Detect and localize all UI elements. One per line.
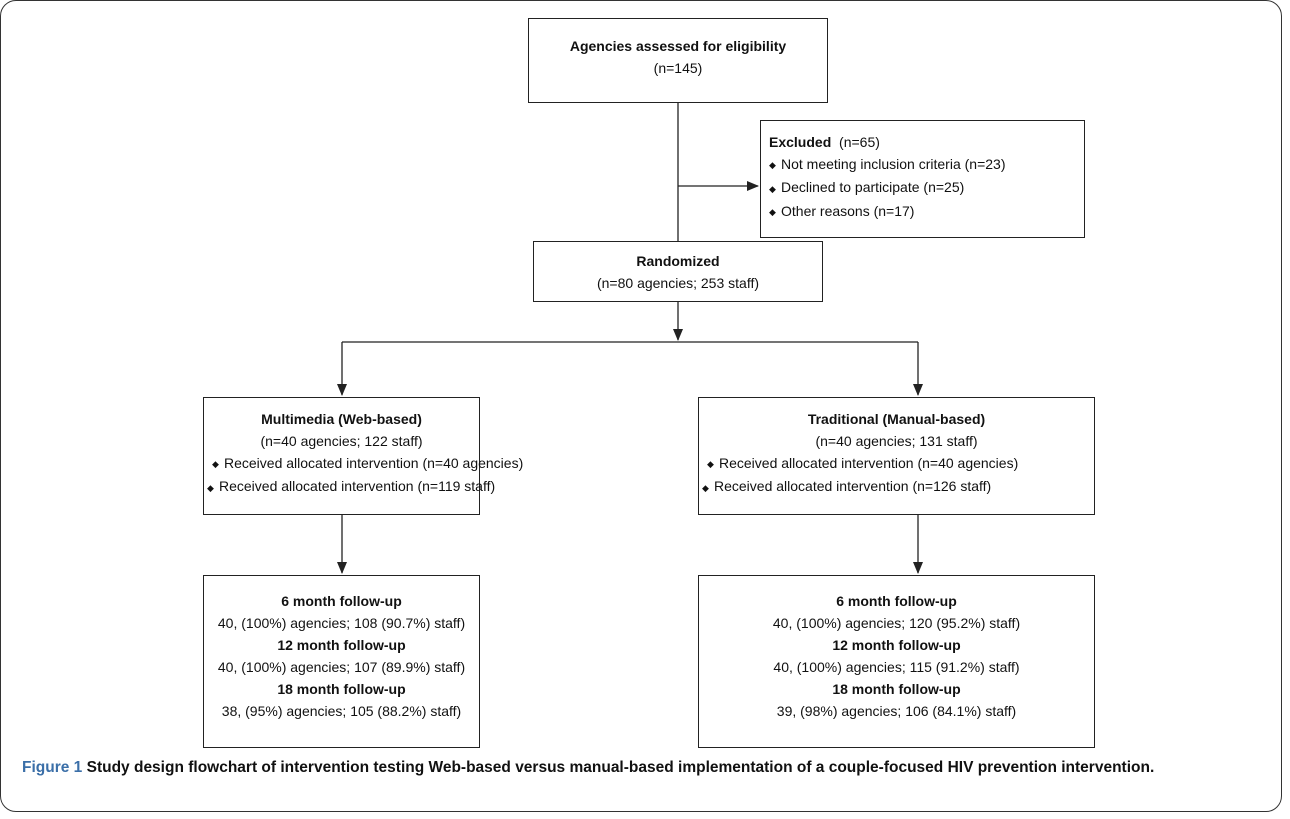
followup-label: 6 month follow-up — [281, 593, 402, 609]
arm-item: ◆ Received allocated intervention (n=126 … — [699, 475, 1094, 498]
caption-text: Study design flowchart of intervention t… — [86, 759, 1155, 776]
followup-label: 12 month follow-up — [277, 637, 406, 653]
arm-title: Traditional (Manual-based) — [807, 411, 986, 427]
randomized-title: Randomized — [636, 253, 720, 269]
caption-label: Figure 1 — [22, 759, 83, 776]
excluded-item: ◆ Not meeting inclusion criteria (n=23) — [769, 153, 1084, 176]
arm-title: Multimedia (Web-based) — [261, 411, 422, 427]
followup-value: 39, (98%) agencies; 106 (84.1%) staff) — [776, 703, 1017, 719]
followup-label: 6 month follow-up — [836, 593, 957, 609]
arm-count: (n=40 agencies; 131 staff) — [815, 433, 978, 449]
arm-item: ◆ Received allocated intervention (n=40 a… — [699, 452, 1094, 475]
bullet-icon: ◆ — [212, 459, 219, 470]
eligibility-title: Agencies assessed for eligibility — [569, 38, 787, 54]
excluded-count: (n=65) — [839, 134, 880, 150]
eligibility-count: (n=145) — [653, 60, 703, 76]
followup-label: 18 month follow-up — [277, 681, 406, 697]
bullet-icon: ◆ — [769, 206, 776, 217]
followup-label: 12 month follow-up — [832, 637, 961, 653]
randomized-count: (n=80 agencies; 253 staff) — [596, 275, 760, 291]
arm-item: ◆ Received allocated intervention (n=40 a… — [204, 452, 523, 475]
excluded-item: ◆ Other reasons (n=17) — [769, 200, 1084, 223]
followup-value: 40, (100%) agencies; 115 (91.2%) staff) — [773, 659, 1020, 675]
bullet-icon: ◆ — [769, 160, 776, 171]
excluded-title: Excluded — [769, 134, 832, 150]
followup-box-manual: 6 month follow-up 40, (100%) agencies; 1… — [698, 575, 1095, 748]
arm-count: (n=40 agencies; 122 staff) — [260, 433, 423, 449]
followup-value: 40, (100%) agencies; 108 (90.7%) staff) — [217, 615, 466, 631]
excluded-box: Excluded (n=65) ◆ Not meeting inclusion c… — [760, 120, 1085, 238]
randomized-box: Randomized (n=80 agencies; 253 staff) — [533, 241, 823, 302]
arm-item: ◆ Received allocated intervention (n=119 … — [204, 475, 495, 498]
eligibility-box: Agencies assessed for eligibility (n=145… — [528, 18, 828, 103]
followup-label: 18 month follow-up — [832, 681, 961, 697]
followup-value: 38, (95%) agencies; 105 (88.2%) staff) — [221, 703, 462, 719]
bullet-icon: ◆ — [707, 459, 714, 470]
figure-caption: Figure 1 Study design flowchart of inter… — [22, 757, 1262, 779]
arm-box-web: Multimedia (Web-based) (n=40 agencies; 1… — [203, 397, 523, 515]
arm-box-manual: Traditional (Manual-based) (n=40 agencie… — [698, 397, 1095, 515]
followup-value: 40, (100%) agencies; 120 (95.2%) staff) — [772, 615, 1021, 631]
bullet-icon: ◆ — [769, 183, 776, 194]
followup-value: 40, (100%) agencies; 107 (89.9%) staff) — [217, 659, 466, 675]
bullet-icon: ◆ — [207, 482, 214, 493]
excluded-item: ◆ Declined to participate (n=25) — [769, 176, 1084, 199]
followup-box-web: 6 month follow-up 40, (100%) agencies; 1… — [203, 575, 480, 748]
bullet-icon: ◆ — [702, 482, 709, 493]
excluded-heading: Excluded (n=65) — [769, 131, 1084, 153]
